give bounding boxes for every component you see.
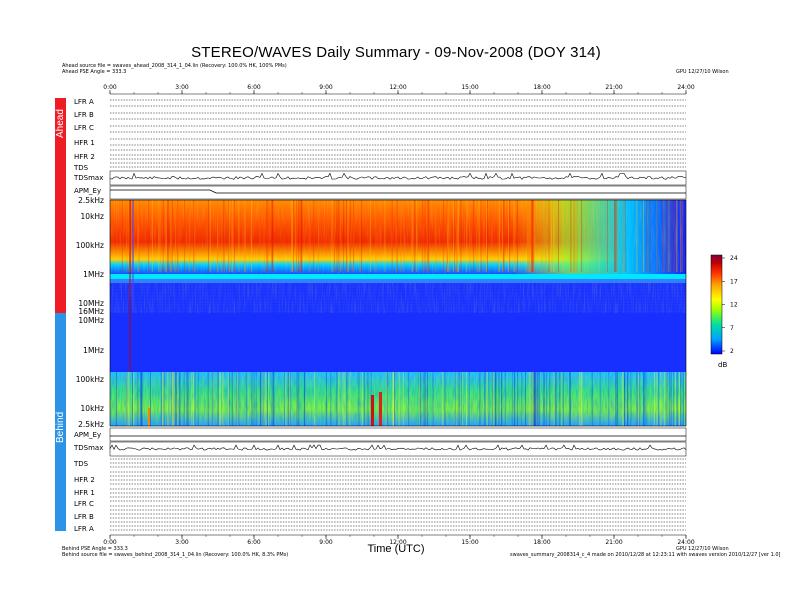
time-tick-label: 0:00 xyxy=(103,539,117,546)
behind-label-lfr-a: LFR A xyxy=(74,525,94,533)
behind-tdsmax-frame xyxy=(109,441,687,457)
ahead-label-hfr-1: HFR 1 xyxy=(74,139,95,147)
time-tick-label: 0:00 xyxy=(103,84,117,91)
ahead-freq-1mhz: 1MHz xyxy=(83,270,104,279)
time-tick-label: 15:00 xyxy=(461,539,478,546)
behind-label-tdsmax: TDSmax xyxy=(74,444,104,452)
ahead-credit: GPU 12/27/10 Wilson xyxy=(676,69,729,75)
time-tick-label: 12:00 xyxy=(389,84,406,91)
ahead-freq-10khz: 10kHz xyxy=(80,212,104,221)
ahead-freq-2-5khz: 2.5kHz xyxy=(78,196,104,205)
colorbar-unit: dB xyxy=(718,361,728,369)
ahead-freq-100khz: 100kHz xyxy=(75,241,104,250)
behind-freq-10khz: 10kHz xyxy=(80,404,104,413)
ahead-apm-frame xyxy=(109,185,687,200)
colorbar-ticks: 24 17 12 7 2 xyxy=(722,255,738,355)
behind-label-lfr-c: LFR C xyxy=(74,500,94,508)
behind-tdsmax-trace xyxy=(109,444,687,451)
behind-freq-10mhz: 10MHz xyxy=(78,316,104,325)
behind-freq-100khz: 100kHz xyxy=(75,375,104,384)
time-tick-label: 21:00 xyxy=(605,539,622,546)
colorbar-tick-label: 7 xyxy=(730,325,734,332)
time-tick-label: 24:00 xyxy=(677,84,694,91)
colorbar-tick-label: 17 xyxy=(730,278,738,285)
behind-freq-1mhz: 1MHz xyxy=(83,346,104,355)
page-title: STEREO/WAVES Daily Summary - 09-Nov-2008… xyxy=(191,44,601,61)
time-tick-label: 24:00 xyxy=(677,539,694,546)
behind-label-lfr-b: LFR B xyxy=(74,513,94,521)
behind-credit: GPU 12/27/10 Wilson xyxy=(676,546,729,552)
ahead-label-tds: TDS xyxy=(74,164,89,172)
behind-label-tds: TDS xyxy=(74,460,89,468)
time-tick-label: 6:00 xyxy=(247,539,261,546)
ahead-apm-trace xyxy=(110,189,686,194)
behind-label-hfr-2: HFR 2 xyxy=(74,476,95,484)
time-tick-label: 18:00 xyxy=(533,539,550,546)
behind-angle-info: Behind PSE Angle = 333.3 xyxy=(62,546,128,552)
ahead-angle-info: Ahead PSE Angle = 333.3 xyxy=(62,69,127,75)
colorbar xyxy=(710,254,723,355)
ahead-label-hfr-2: HFR 2 xyxy=(74,153,95,161)
colorbar-tick-label: 24 xyxy=(730,255,738,262)
ahead-label-apm: APM_Ey xyxy=(74,187,102,195)
ahead-label-lfr-c: LFR C xyxy=(74,124,94,132)
behind-apm-frame xyxy=(109,427,687,442)
behind-source-info: Behind source file = swaves_behind_2008_… xyxy=(62,552,289,558)
time-tick-label: 9:00 xyxy=(319,539,333,546)
colorbar-tick-label: 2 xyxy=(730,348,734,355)
behind-spectrogram xyxy=(110,313,686,426)
ahead-label-lfr-a: LFR A xyxy=(74,98,94,106)
time-tick-label: 21:00 xyxy=(605,84,622,91)
ahead-label-lfr-b: LFR B xyxy=(74,111,94,119)
behind-label-hfr-1: HFR 1 xyxy=(74,489,95,497)
ahead-tdsmax-trace xyxy=(109,172,687,180)
ahead-freq-16mhz: 16MHz xyxy=(78,307,104,316)
time-tick-label: 15:00 xyxy=(461,84,478,91)
plot-file-info: swaves_summary_2008314_c_4 made on 2010/… xyxy=(510,552,781,558)
x-axis-label: Time (UTC) xyxy=(367,543,425,555)
ahead-label-tdsmax: TDSmax xyxy=(74,174,104,182)
time-tick-label: 9:00 xyxy=(319,84,333,91)
time-tick-label: 12:00 xyxy=(389,539,406,546)
bottom-time-ticks: 0:00 3:00 6:00 9:00 12:00 15:00 18:00 21:00 24:0… xyxy=(103,535,695,546)
time-tick-label: 18:00 xyxy=(533,84,550,91)
behind-panel-rows xyxy=(110,458,686,531)
ahead-sidebar: Ahead xyxy=(55,98,66,313)
behind-label-apm: APM_Ey xyxy=(74,431,102,439)
time-tick-label: 3:00 xyxy=(175,539,189,546)
colorbar-tick-label: 12 xyxy=(730,302,738,309)
ahead-tdsmax-frame xyxy=(109,170,687,186)
behind-sidebar: Behind xyxy=(55,313,66,531)
time-tick-label: 6:00 xyxy=(247,84,261,91)
ahead-source-info: Ahead source file = swaves_ahead_2008_31… xyxy=(62,63,287,69)
ahead-freq-10mhz: 10MHz xyxy=(78,299,104,308)
top-time-ticks: 0:00 3:00 6:00 9:00 12:00 15:00 18:00 21:00 24:0… xyxy=(103,84,695,94)
behind-freq-2-5khz: 2.5kHz xyxy=(78,420,104,429)
time-tick-label: 3:00 xyxy=(175,84,189,91)
ahead-panel-rows xyxy=(110,99,686,168)
